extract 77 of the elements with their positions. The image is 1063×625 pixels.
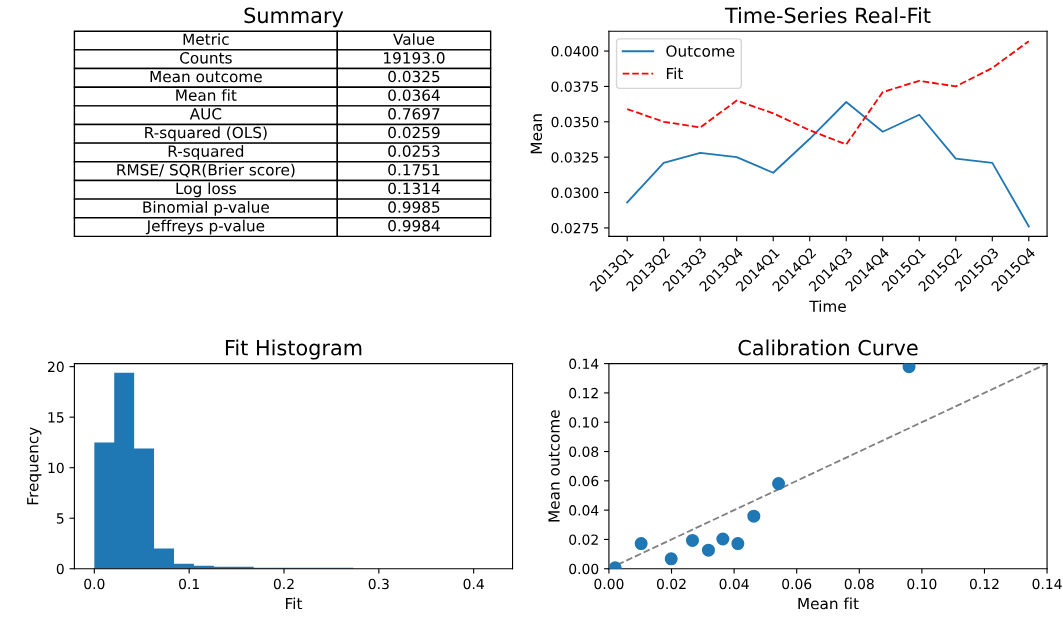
category-label: Jeffreys p-value <box>145 219 265 235</box>
point <box>716 532 730 546</box>
line-series <box>626 101 1030 228</box>
x-tick-label: 0.02 <box>656 578 686 590</box>
data-label: 0.7697 <box>388 108 440 120</box>
y-tick-label: 0.10 <box>569 417 599 428</box>
line-series <box>626 40 1030 146</box>
point <box>731 537 745 551</box>
y-tick-label: 0.02 <box>569 534 598 545</box>
data-label: 0.0253 <box>388 145 440 157</box>
point <box>772 477 786 491</box>
y-tick-label: 0.06 <box>569 475 599 487</box>
y-tick-label: 0.0400 <box>551 46 599 57</box>
point <box>685 533 699 547</box>
x-axis-title: Mean fit <box>798 597 859 610</box>
y-tick-label: 0.0375 <box>551 81 598 92</box>
x-tick-label: 0.2 <box>273 578 294 590</box>
category-label: R-squared <box>168 145 244 160</box>
data-label: 0.1751 <box>388 164 440 176</box>
x-tick-label: 0.3 <box>368 578 389 590</box>
chart-title: Fit Histogram <box>225 339 362 360</box>
x-axis-title: Time <box>809 300 846 312</box>
data-label: 0.0325 <box>388 70 440 83</box>
y-axis-title: Mean outcome <box>548 410 560 522</box>
data-label: 0.0259 <box>388 126 440 139</box>
x-tick-label: 0.06 <box>782 578 812 590</box>
category-label: R-squared (OLS) <box>145 126 267 142</box>
y-tick-label: 0.0325 <box>551 152 598 163</box>
category-label: Mean fit <box>176 89 237 101</box>
x-tick-label: 0.12 <box>969 578 999 590</box>
legend-label: Fit <box>666 67 683 80</box>
x-tick-label: 0.14 <box>1032 578 1062 590</box>
category-label: Mean outcome <box>150 70 262 83</box>
y-tick-label: 0.08 <box>569 446 599 457</box>
x-tick-label: 0.4 <box>463 578 484 590</box>
point <box>634 537 648 551</box>
y-tick-label: 20 <box>48 361 64 373</box>
y-tick-label: 10 <box>48 462 64 474</box>
y-tick-label: 0.04 <box>569 505 599 516</box>
chart-title: Calibration Curve <box>738 339 918 356</box>
text: Summary <box>244 7 344 28</box>
data-label: 19193.0 <box>384 52 445 64</box>
point <box>902 363 916 374</box>
data-label: 0.1314 <box>388 182 440 195</box>
category-label: RMSE/ SQR(Brier score) <box>117 163 295 178</box>
x-tick-label: 0.10 <box>907 578 937 590</box>
point <box>664 552 678 566</box>
data-label: 0.0364 <box>388 89 440 101</box>
category-label: Binomial p-value <box>143 201 269 216</box>
y-axis-title: Mean <box>530 114 543 154</box>
point <box>701 543 715 557</box>
y-tick-label: 0 <box>56 563 64 575</box>
data-label: 0.9984 <box>388 219 440 232</box>
category-label: AUC <box>189 108 222 120</box>
y-tick-label: 0.00 <box>569 563 599 575</box>
x-tick-label: 0.1 <box>179 578 199 590</box>
x-axis-title: Fit <box>286 597 303 610</box>
y-tick-label: 15 <box>48 412 64 423</box>
x-tick-label: 0.0 <box>84 578 105 590</box>
text: Metric <box>183 33 229 46</box>
y-tick-label: 0.0300 <box>551 187 599 199</box>
text: Value <box>393 33 435 46</box>
y-tick-label: 5 <box>56 513 64 524</box>
legend-label: Outcome <box>666 45 735 57</box>
chart-title: Time-Series Real-Fit <box>724 7 931 24</box>
point <box>747 509 761 523</box>
category-label: Counts <box>180 52 232 64</box>
x-tick-label: 0.04 <box>719 578 749 590</box>
data-label: 0.9985 <box>388 201 440 213</box>
y-tick-label: 0.0275 <box>551 222 598 234</box>
x-tick-label: 0.00 <box>594 578 624 590</box>
y-tick-label: 0.0350 <box>551 116 599 128</box>
y-axis-title: Frequency <box>27 427 42 505</box>
category-label: Log loss <box>176 182 236 198</box>
y-tick-label: 0.12 <box>569 387 598 399</box>
x-tick-label: 0.08 <box>844 578 874 590</box>
y-tick-label: 0.14 <box>569 358 599 370</box>
